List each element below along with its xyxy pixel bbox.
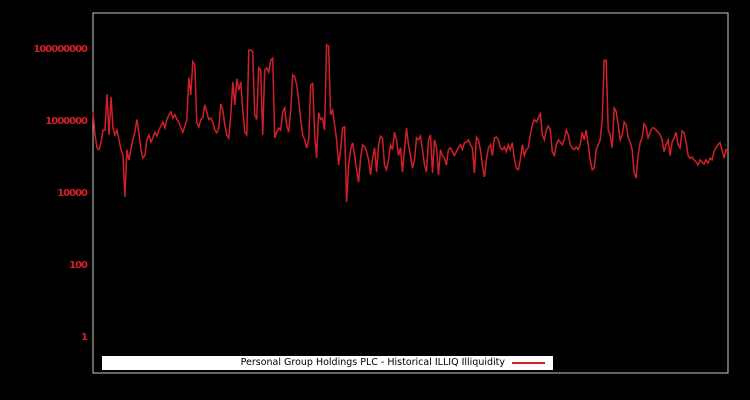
y-axis-tick-labels: 1 100 10000 1000000 100000000	[0, 0, 88, 400]
axis-frame	[92, 12, 729, 374]
legend-line-sample-icon	[512, 362, 545, 364]
y-tick-label: 1000000	[45, 115, 88, 127]
y-tick-label: 10000	[57, 187, 88, 199]
y-tick-label: 100	[69, 259, 88, 271]
legend-label: Personal Group Holdings PLC - Historical…	[240, 357, 505, 368]
legend: Personal Group Holdings PLC - Historical…	[102, 356, 553, 370]
y-tick-label: 100000000	[33, 43, 88, 55]
y-tick-label: 1	[81, 331, 88, 343]
illiq-series-line	[92, 43, 729, 203]
